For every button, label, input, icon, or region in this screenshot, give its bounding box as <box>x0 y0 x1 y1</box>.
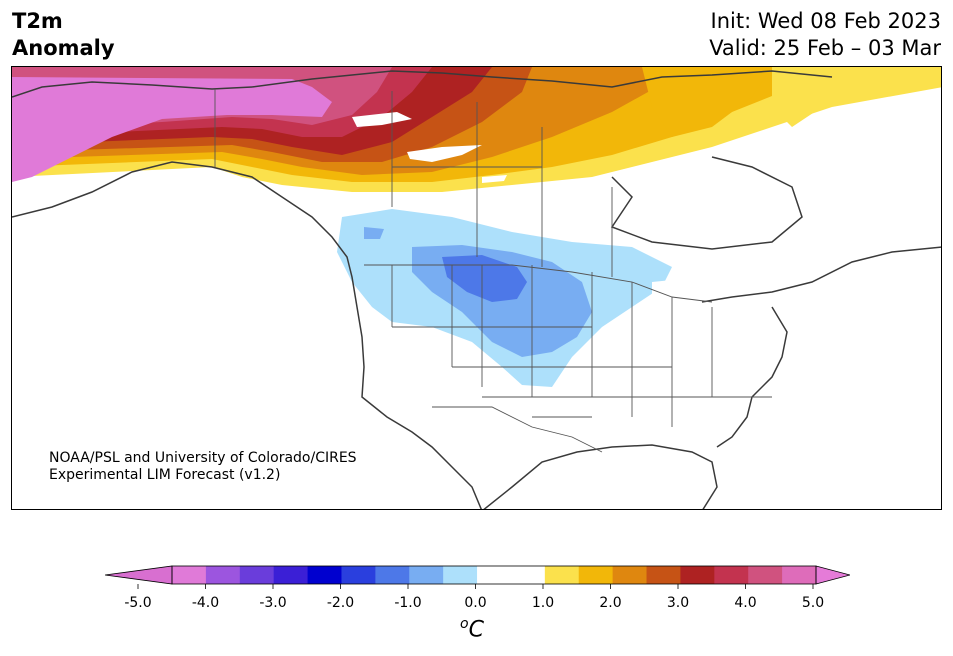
lakes <box>352 112 812 305</box>
colorbar-unit: oC <box>460 616 484 642</box>
credit-line-2: Experimental LIM Forecast (v1.2) <box>49 467 281 483</box>
colorbar-tick-label: 1.0 <box>532 595 554 611</box>
colorbar-segment <box>307 566 342 584</box>
colorbar-tick-label: 5.0 <box>802 595 824 611</box>
colorbar-tick-label: -2.0 <box>327 595 354 611</box>
us-mexico-border <box>432 406 603 453</box>
colorbar-segment <box>612 566 648 584</box>
colorbar-segment <box>205 566 241 584</box>
colorbar-tick-label: 2.0 <box>599 595 621 611</box>
colorbar-max-extension <box>815 565 850 585</box>
colorbar-tick-label: -1.0 <box>394 595 421 611</box>
map-canvas <box>12 67 941 509</box>
colorbar-segment <box>443 566 478 584</box>
colorbar-ticks: -5.0 -4.0 -3.0 -2.0 -1.0 0.0 1.0 2.0 3.0 4.0 5.0 <box>124 584 824 611</box>
title-line-2: Anomaly <box>12 36 115 60</box>
colorbar-segments <box>172 566 817 584</box>
colorbar-segment <box>510 566 546 584</box>
unit-letter: C <box>468 617 484 643</box>
colorbar: -5.0 -4.0 -3.0 -2.0 -1.0 0.0 1.0 2.0 3.0 4.0 5.0 <box>105 565 850 611</box>
map-title: T2m Anomaly <box>12 8 115 62</box>
anomaly-neg2c-field <box>442 255 527 302</box>
anomaly-map <box>11 66 942 510</box>
anomaly-neg1c-small <box>364 227 384 239</box>
cold-anomaly-fields <box>337 209 672 387</box>
great-bear-lake <box>352 112 412 127</box>
colorbar-tick-label: 4.0 <box>734 595 756 611</box>
great-slave-lake <box>407 145 482 162</box>
east-coast <box>701 246 941 448</box>
colorbar-tick-label: 3.0 <box>667 595 689 611</box>
alaska-coast <box>12 81 482 509</box>
valid-date: Valid: 25 Feb – 03 Mar <box>709 36 941 60</box>
coastlines <box>12 70 941 509</box>
colorbar-tick-label: 0.0 <box>464 595 486 611</box>
colorbar-tick-label: -4.0 <box>192 595 219 611</box>
colorbar-tick-label: -5.0 <box>124 595 151 611</box>
us-canada-border <box>364 264 713 303</box>
colorbar-segment <box>680 566 715 584</box>
colorbar-segment <box>273 566 309 584</box>
hudson-bay-area <box>612 162 812 247</box>
great-lakes <box>652 277 732 305</box>
colorbar-segment <box>544 566 580 584</box>
lake-athabasca <box>482 175 507 183</box>
init-date: Init: Wed 08 Feb 2023 <box>710 9 941 33</box>
colorbar-segment <box>477 566 512 584</box>
title-line-1: T2m <box>12 9 63 33</box>
colorbar-segment <box>782 566 817 584</box>
arctic-coast <box>251 70 833 88</box>
colorbar-segment <box>748 566 783 584</box>
colorbar-segment <box>172 566 207 584</box>
credit-line-1: NOAA/PSL and University of Colorado/CIRE… <box>49 450 357 466</box>
anomaly-pocket-east-2 <box>642 67 772 137</box>
colorbar-segment <box>239 566 275 584</box>
colorbar-min-extension <box>105 565 173 585</box>
colorbar-segment <box>409 566 444 584</box>
gulf-coast <box>483 444 718 509</box>
forecast-dates: Init: Wed 08 Feb 2023 Valid: 25 Feb – 03… <box>709 8 941 62</box>
unit-degree-mark: o <box>460 616 469 632</box>
colorbar-segment <box>646 566 681 584</box>
canada-provinces <box>391 91 613 277</box>
colorbar-segment <box>578 566 614 584</box>
anomaly-5c-field <box>12 77 332 182</box>
colorbar-segment <box>714 566 749 584</box>
anomaly-pocket-east <box>772 67 842 127</box>
colorbar-segment <box>341 566 376 584</box>
colorbar-tick-label: -3.0 <box>259 595 286 611</box>
colorbar-segment <box>375 566 410 584</box>
us-states <box>391 265 772 427</box>
hudson-coast <box>610 156 803 250</box>
colorbar-outline <box>171 565 817 585</box>
political-borders <box>214 89 772 453</box>
data-credit: NOAA/PSL and University of Colorado/CIRE… <box>49 450 357 484</box>
